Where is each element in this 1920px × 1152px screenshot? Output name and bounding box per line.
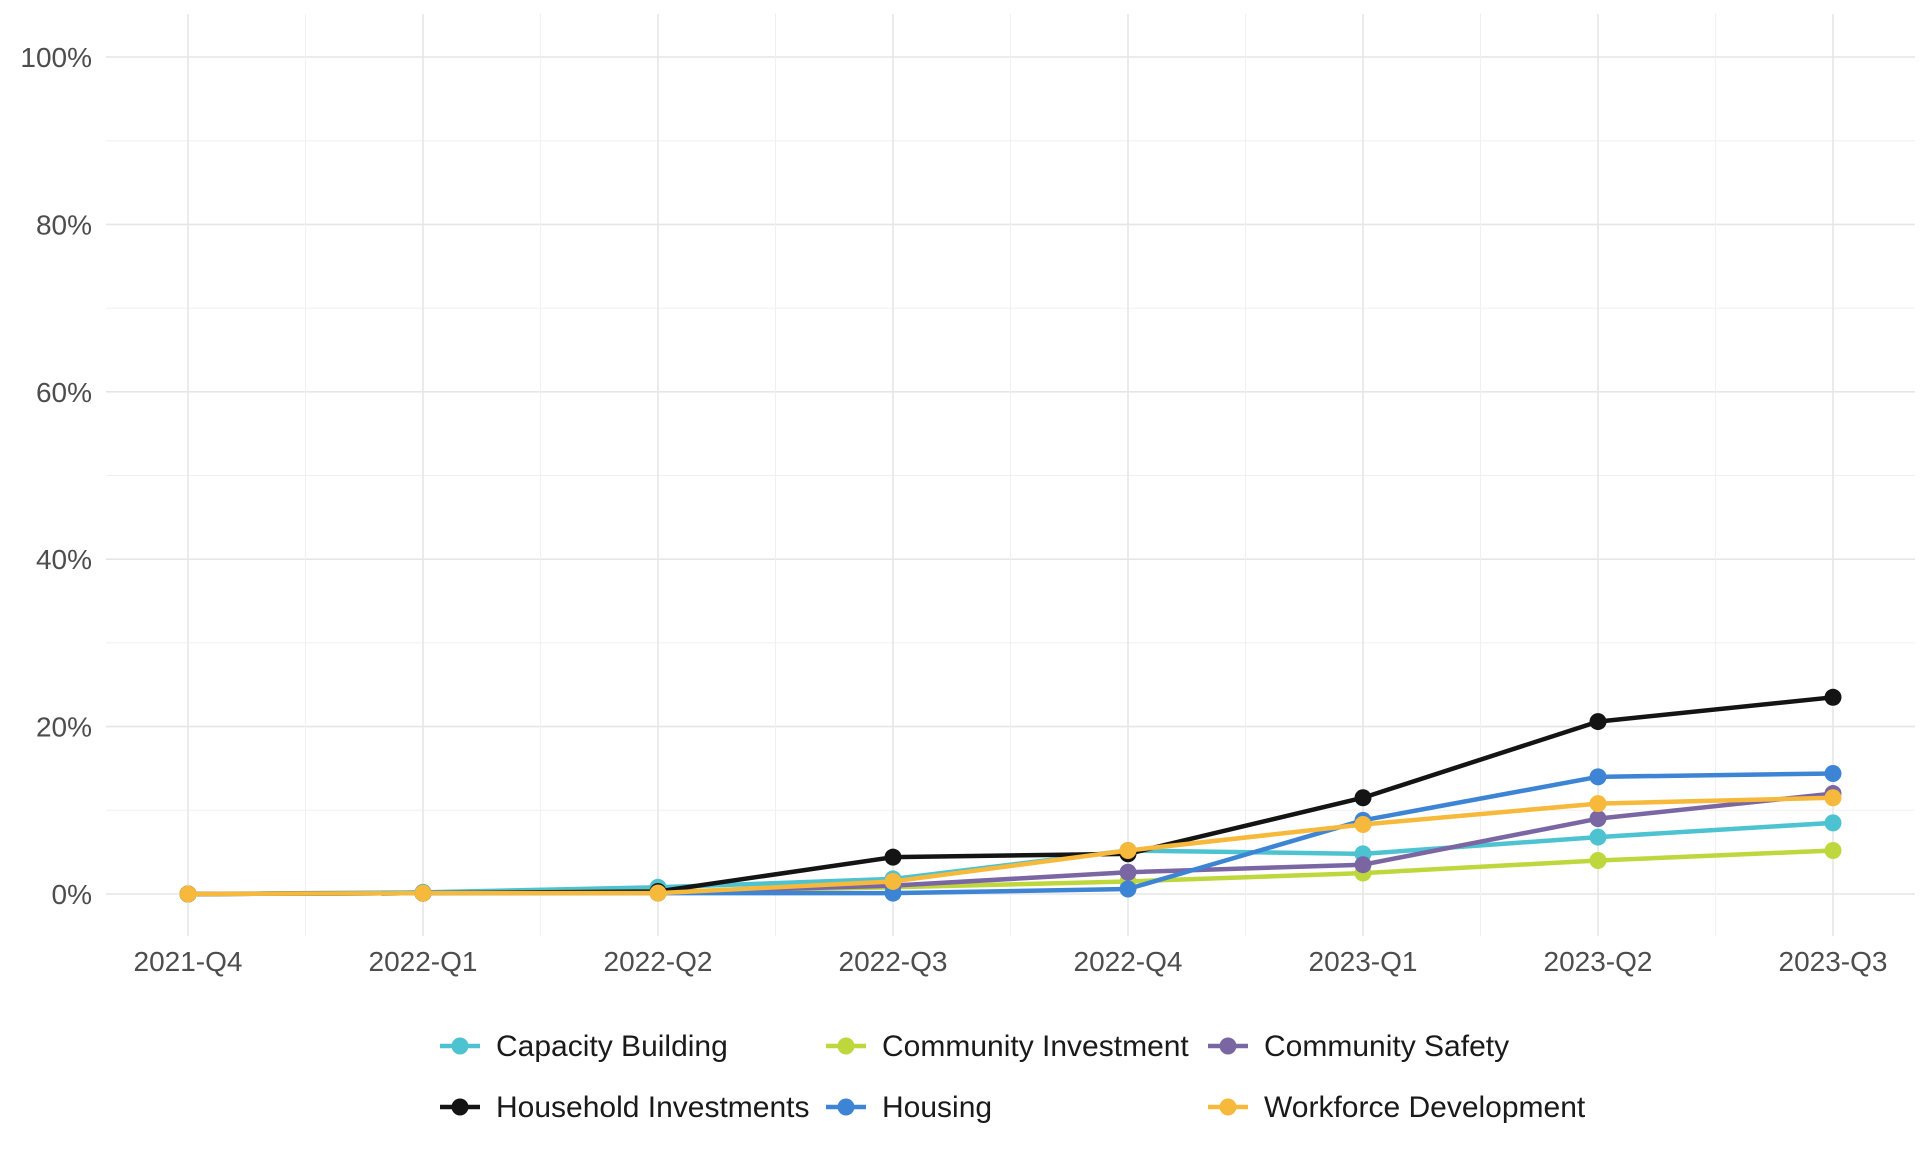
legend-label: Housing bbox=[882, 1091, 992, 1124]
data-point bbox=[1119, 863, 1137, 881]
legend-label: Community Investment bbox=[882, 1030, 1189, 1063]
legend: Capacity Building Community Investment Com… bbox=[440, 1030, 1586, 1124]
data-point bbox=[1354, 789, 1372, 807]
data-point bbox=[1589, 810, 1607, 828]
data-point bbox=[1119, 841, 1137, 859]
y-tick-label: 0% bbox=[52, 879, 92, 910]
data-point bbox=[414, 884, 432, 902]
legend-item: Housing bbox=[826, 1091, 992, 1124]
data-point bbox=[1824, 841, 1842, 859]
y-axis: 0% 20% 40% 60% 80% 100% bbox=[20, 42, 92, 910]
data-point bbox=[1354, 816, 1372, 834]
legend-item: Household Investments bbox=[440, 1091, 810, 1124]
data-point bbox=[884, 848, 902, 866]
legend-key-point bbox=[1219, 1037, 1237, 1055]
x-tick-label: 2023-Q3 bbox=[1779, 946, 1888, 977]
x-axis: 2021-Q4 2022-Q1 2022-Q2 2022-Q3 2022-Q4 2023-… bbox=[134, 946, 1888, 977]
x-tick-label: 2022-Q3 bbox=[839, 946, 948, 977]
data-point bbox=[884, 872, 902, 890]
x-tick-label: 2022-Q4 bbox=[1074, 946, 1183, 977]
legend-key-point bbox=[837, 1098, 855, 1116]
x-tick-label: 2022-Q2 bbox=[604, 946, 713, 977]
data-point bbox=[1589, 828, 1607, 846]
legend-key-point bbox=[837, 1037, 855, 1055]
legend-key-point bbox=[451, 1098, 469, 1116]
series-workforce-development bbox=[179, 789, 1842, 903]
data-point bbox=[1824, 814, 1842, 832]
series-layer bbox=[179, 688, 1842, 903]
legend-item: Workforce Development bbox=[1208, 1091, 1586, 1124]
data-point bbox=[1589, 795, 1607, 813]
data-point bbox=[179, 885, 197, 903]
data-point bbox=[884, 884, 902, 902]
data-point bbox=[1589, 713, 1607, 731]
legend-item: Community Safety bbox=[1208, 1030, 1509, 1063]
y-tick-label: 80% bbox=[36, 209, 92, 240]
y-tick-label: 20% bbox=[36, 712, 92, 743]
legend-item: Capacity Building bbox=[440, 1030, 728, 1063]
legend-label: Capacity Building bbox=[496, 1030, 728, 1063]
data-point bbox=[1589, 768, 1607, 786]
x-tick-label: 2021-Q4 bbox=[134, 946, 243, 977]
data-point bbox=[1824, 688, 1842, 706]
x-tick-label: 2023-Q1 bbox=[1309, 946, 1418, 977]
y-tick-label: 100% bbox=[20, 42, 92, 73]
legend-key-point bbox=[451, 1037, 469, 1055]
data-point bbox=[1824, 764, 1842, 782]
x-tick-label: 2023-Q2 bbox=[1544, 946, 1653, 977]
data-point bbox=[1354, 856, 1372, 874]
y-tick-label: 40% bbox=[36, 544, 92, 575]
y-tick-label: 60% bbox=[36, 377, 92, 408]
series-line bbox=[185, 795, 1836, 897]
legend-label: Household Investments bbox=[496, 1091, 810, 1124]
data-point bbox=[1119, 880, 1137, 898]
legend-key-point bbox=[1219, 1098, 1237, 1116]
legend-label: Community Safety bbox=[1264, 1030, 1509, 1063]
legend-label: Workforce Development bbox=[1264, 1091, 1586, 1124]
data-point bbox=[1824, 789, 1842, 807]
legend-item: Community Investment bbox=[826, 1030, 1189, 1063]
data-point bbox=[1589, 852, 1607, 870]
x-tick-label: 2022-Q1 bbox=[369, 946, 478, 977]
grid-layer bbox=[106, 14, 1915, 936]
data-point bbox=[649, 884, 667, 902]
